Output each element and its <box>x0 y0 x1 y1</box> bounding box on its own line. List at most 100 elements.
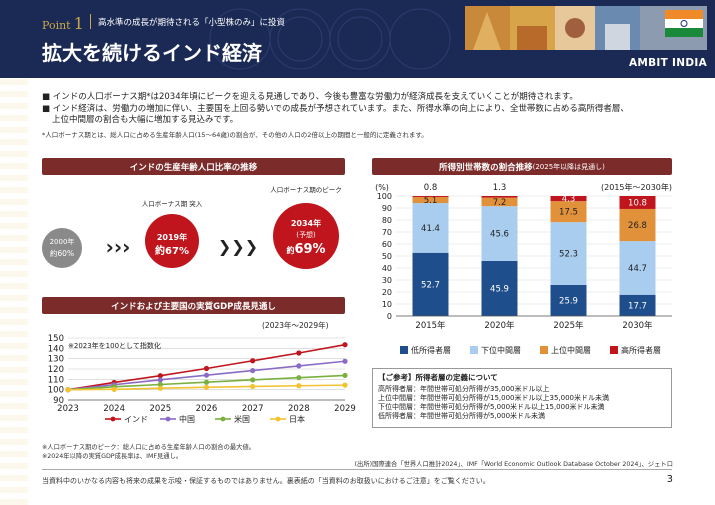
population-panel-title: インドの生産年齢人口比率の推移 <box>42 158 345 175</box>
gdp-data-point <box>111 386 117 392</box>
gdp-data-point <box>342 372 348 379</box>
income-x-tick: 2030年 <box>622 320 653 331</box>
circle-2019 <box>145 214 199 268</box>
gdp-data-point <box>342 382 348 388</box>
income-data-label: 44.7 <box>628 264 647 274</box>
gdp-data-point <box>203 379 210 385</box>
definition-line: 下位中間層：年間世帯可処分所得が5,000米ドル以上15,000米ドル未満 <box>378 403 605 411</box>
gdp-x-tick: 2028 <box>288 404 310 414</box>
gdp-data-point <box>203 365 210 372</box>
gdp-y-tick: 110 <box>48 375 64 385</box>
gdp-data-point <box>157 373 163 379</box>
c3-sub: (予想) <box>296 230 316 239</box>
income-bar-segment <box>619 208 656 242</box>
income-x-tick: 2020年 <box>484 320 515 331</box>
income-bar-segment <box>412 203 449 253</box>
india-landmarks-photo <box>465 6 707 50</box>
c2-year: 2019年 <box>157 232 187 242</box>
c3-value: 69% <box>294 242 325 257</box>
gdp-data-point <box>296 363 302 369</box>
c1-value: 約60% <box>50 248 74 258</box>
income-y-tick: 100 <box>377 192 392 201</box>
arrows-large: ❯❯❯ <box>218 237 258 256</box>
income-data-label: 4.3 <box>562 195 576 205</box>
income-data-label: 5.1 <box>424 196 438 206</box>
gdp-x-tick: 2029 <box>334 404 356 414</box>
gdp-data-point <box>250 383 256 390</box>
income-bar-segment <box>481 196 518 198</box>
definition-line: 上位中間層：年間世帯可処分所得が15,000米ドル以上35,000米ドル未満 <box>378 394 609 402</box>
gdp-y-tick: 150 <box>48 334 64 344</box>
gdp-data-point <box>203 384 210 390</box>
income-bar-segment <box>550 201 587 223</box>
income-data-label: 10.8 <box>628 198 647 208</box>
income-y-tick: 60 <box>382 240 392 249</box>
income-bar-segment <box>412 196 449 204</box>
gdp-index-note: ※2023年を100として指数化 <box>68 342 161 350</box>
income-legend-label: 高所得者層 <box>621 345 661 355</box>
income-x-tick: 2015年 <box>415 320 446 331</box>
svg-text:約69%: 約69% <box>286 242 325 257</box>
bullet-2: ■ インド経済は、労働力の増加に伴い、主要国を上回る勢いでの成長が予想されていま… <box>42 104 629 114</box>
income-y-tick: 90 <box>382 204 392 213</box>
header-subtitle: 高水準の成長が期待される「小型株のみ」に投資 <box>98 18 286 28</box>
gdp-data-point <box>157 377 163 383</box>
income-y-tick: 70 <box>382 228 392 237</box>
income-bar-segment <box>412 252 449 316</box>
gdp-data-point <box>296 375 302 381</box>
income-y-tick: 80 <box>382 216 392 225</box>
gdp-legend-label: 米国 <box>234 414 250 424</box>
point-number: 1 <box>73 14 84 33</box>
gdp-legend-marker <box>110 416 116 422</box>
income-data-label: 7.2 <box>493 198 507 208</box>
brand-logo: AMBIT INDIA <box>628 57 707 69</box>
gdp-y-tick: 140 <box>48 344 64 354</box>
gdp-legend-label: 日本 <box>289 414 305 424</box>
income-y-tick: 20 <box>382 288 392 297</box>
gdp-legend-marker <box>220 416 226 422</box>
income-data-label: 17.7 <box>628 301 647 311</box>
bullet-2-continued: 上位中間層の割合も大幅に増加する見込みです。 <box>52 115 239 125</box>
c2-tag: 人口ボーナス期 突入 <box>142 199 203 208</box>
gdp-data-point <box>342 342 348 348</box>
gdp-x-tick: 2026 <box>196 404 218 414</box>
income-y-tick: 50 <box>382 252 392 261</box>
income-x-tick: 2025年 <box>553 320 584 331</box>
c3-year: 2034年 <box>291 218 321 228</box>
gdp-y-tick: 90 <box>53 396 64 406</box>
income-data-label: 0.8 <box>424 183 438 193</box>
income-data-label: 17.5 <box>559 208 578 218</box>
gdp-x-tick: 2025 <box>150 404 172 414</box>
income-bar-segment <box>550 196 587 202</box>
gdp-data-point <box>342 358 348 364</box>
gdp-y-tick: 130 <box>48 355 64 365</box>
income-bar-segment <box>619 294 656 316</box>
arrows-small: ››› <box>106 235 131 259</box>
income-legend-label: 上位中間層 <box>551 345 591 355</box>
gdp-data-point <box>157 381 163 388</box>
gdp-data-point <box>296 383 302 389</box>
income-range-label: (2015年～2030年) <box>601 182 672 192</box>
gdp-data-point <box>157 385 163 391</box>
source-note: (出所)国際連合「世界人口推計2024」、IMF「World Economic … <box>354 461 673 468</box>
income-y-tick: 0 <box>387 312 392 321</box>
gdp-data-point <box>65 387 71 393</box>
gdp-legend-marker <box>165 416 171 422</box>
gdp-data-point <box>296 350 302 356</box>
definition-line: 低所得者層：年間世帯可処分所得が5,000米ドル未満 <box>378 412 546 420</box>
definitions-title: 【ご参考】所得者層の定義について <box>378 373 498 382</box>
gdp-data-point <box>250 377 256 383</box>
income-data-label: 25.9 <box>559 296 578 306</box>
income-y-tick: 40 <box>382 264 392 273</box>
income-data-label: 52.7 <box>421 280 440 290</box>
income-data-label: 41.4 <box>421 224 440 234</box>
definition-line: 高所得者層：年間世帯可処分所得が35,000米ドル以上 <box>378 385 550 393</box>
income-panel-title: 所得別世帯数の割合推移 (2025年以降は見通し) <box>372 158 672 175</box>
income-data-label: 45.9 <box>490 284 509 294</box>
circle-2000 <box>42 228 82 268</box>
header-pattern <box>209 8 451 70</box>
c1-year: 2000年 <box>50 237 75 246</box>
gdp-data-point <box>203 372 210 378</box>
income-legend-swatch <box>470 346 478 354</box>
